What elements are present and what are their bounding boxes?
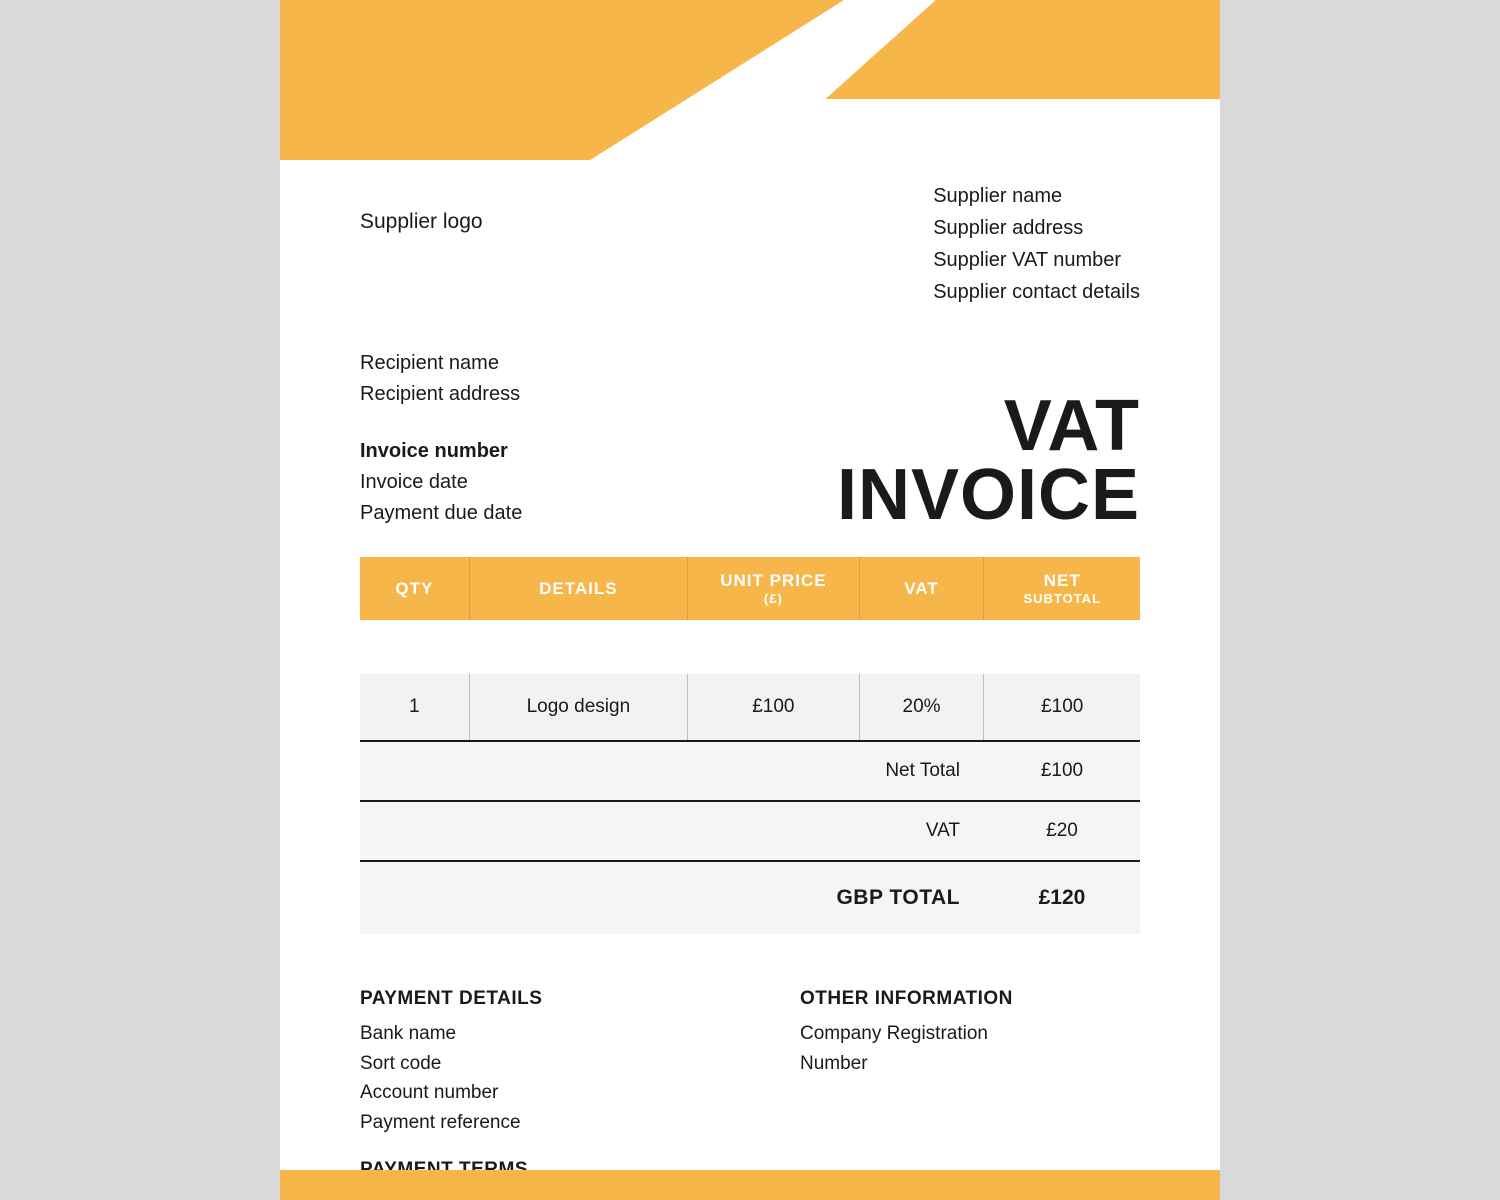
gbp-total-label: GBP TOTAL (360, 861, 984, 934)
supplier-details: Supplier name Supplier address Supplier … (933, 180, 1140, 308)
banner-shape-right (825, 0, 1220, 99)
content-area: Supplier logo Supplier name Supplier add… (280, 160, 1220, 1200)
recipient-address: Recipient address (360, 379, 522, 410)
cell-net-subtotal: £100 (984, 674, 1140, 741)
gbp-total-value: £120 (984, 861, 1140, 934)
invoice-date-label: Invoice date (360, 467, 522, 498)
vat-label: VAT (360, 801, 984, 861)
net-total-row: Net Total £100 (360, 741, 1140, 801)
col-unit-price: UNIT PRICE (£) (688, 557, 860, 620)
vat-row: VAT £20 (360, 801, 1140, 861)
supplier-logo-placeholder: Supplier logo (360, 180, 483, 308)
title-line1: VAT (837, 392, 1140, 460)
cell-qty: 1 (360, 674, 469, 741)
account-number: Account number (360, 1078, 700, 1107)
payment-due-label: Payment due date (360, 498, 522, 529)
company-reg-line1: Company Registration (800, 1019, 1140, 1048)
header-banner (280, 0, 1220, 160)
gbp-total-row: GBP TOTAL £120 (360, 861, 1140, 934)
footer-left-col: PAYMENT DETAILS Bank name Sort code Acco… (360, 984, 700, 1200)
meta-and-title-row: Recipient name Recipient address Invoice… (360, 348, 1140, 529)
col-unit-price-text: UNIT PRICE (720, 571, 826, 590)
col-qty: QTY (360, 557, 469, 620)
company-reg-line2: Number (800, 1049, 1140, 1078)
footer-grid: PAYMENT DETAILS Bank name Sort code Acco… (360, 984, 1140, 1200)
col-net-subtotal-l1: NET (1044, 571, 1081, 590)
footer-bar (280, 1170, 1220, 1200)
cell-details: Logo design (469, 674, 687, 741)
supplier-address: Supplier address (933, 212, 1140, 244)
banner-shape-left (280, 0, 844, 160)
sort-code: Sort code (360, 1049, 700, 1078)
vat-value: £20 (984, 801, 1140, 861)
document-title: VAT INVOICE (837, 392, 1140, 529)
col-net-subtotal: NET SUBTOTAL (984, 557, 1140, 620)
left-meta-block: Recipient name Recipient address Invoice… (360, 348, 522, 529)
col-details: DETAILS (469, 557, 687, 620)
table-row: 1 Logo design £100 20% £100 (360, 674, 1140, 741)
supplier-name: Supplier name (933, 180, 1140, 212)
cell-unit-price: £100 (688, 674, 860, 741)
invoice-number-label: Invoice number (360, 436, 522, 467)
payment-reference: Payment reference (360, 1108, 700, 1137)
invoice-page: Supplier logo Supplier name Supplier add… (280, 0, 1220, 1200)
net-total-label: Net Total (360, 741, 984, 801)
col-net-subtotal-l2: SUBTOTAL (992, 591, 1132, 606)
spacer-row (360, 620, 1140, 674)
footer-right-col: OTHER INFORMATION Company Registration N… (800, 984, 1140, 1200)
other-info-heading: OTHER INFORMATION (800, 984, 1140, 1013)
bank-name: Bank name (360, 1019, 700, 1048)
cell-vat: 20% (859, 674, 984, 741)
supplier-contact: Supplier contact details (933, 276, 1140, 308)
supplier-vat-number: Supplier VAT number (933, 244, 1140, 276)
recipient-name: Recipient name (360, 348, 522, 379)
table-header: QTY DETAILS UNIT PRICE (£) VAT NET SUBTO… (360, 557, 1140, 620)
supplier-row: Supplier logo Supplier name Supplier add… (360, 180, 1140, 308)
col-vat: VAT (859, 557, 984, 620)
col-unit-price-sub: (£) (696, 591, 851, 606)
payment-details-heading: PAYMENT DETAILS (360, 984, 700, 1013)
line-items-table: QTY DETAILS UNIT PRICE (£) VAT NET SUBTO… (360, 557, 1140, 934)
title-line2: INVOICE (837, 461, 1140, 529)
net-total-value: £100 (984, 741, 1140, 801)
